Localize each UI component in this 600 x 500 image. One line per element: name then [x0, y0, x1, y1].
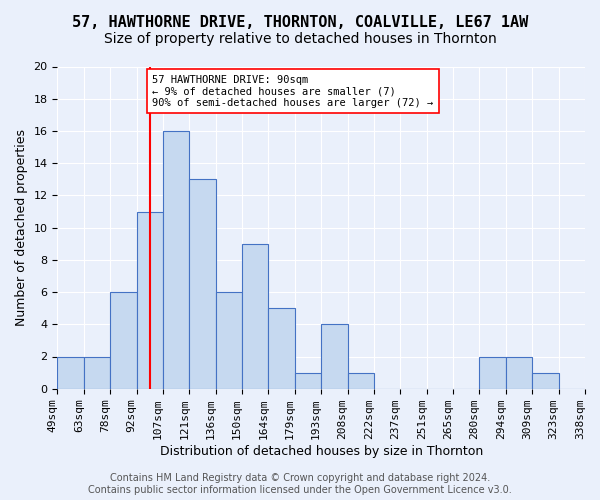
Bar — [506, 356, 532, 388]
Text: 57, HAWTHORNE DRIVE, THORNTON, COALVILLE, LE67 1AW: 57, HAWTHORNE DRIVE, THORNTON, COALVILLE… — [72, 15, 528, 30]
Bar — [242, 244, 268, 388]
Text: Contains HM Land Registry data © Crown copyright and database right 2024.
Contai: Contains HM Land Registry data © Crown c… — [88, 474, 512, 495]
Text: Size of property relative to detached houses in Thornton: Size of property relative to detached ho… — [104, 32, 496, 46]
Text: 57 HAWTHORNE DRIVE: 90sqm
← 9% of detached houses are smaller (7)
90% of semi-de: 57 HAWTHORNE DRIVE: 90sqm ← 9% of detach… — [152, 74, 434, 108]
Bar — [190, 180, 215, 388]
Bar — [110, 292, 137, 388]
Bar — [479, 356, 506, 388]
Bar — [58, 356, 84, 388]
Bar — [215, 292, 242, 388]
Bar — [268, 308, 295, 388]
Bar — [321, 324, 347, 388]
Bar — [347, 372, 374, 388]
Bar — [137, 212, 163, 388]
Bar — [295, 372, 321, 388]
Bar — [532, 372, 559, 388]
Bar — [84, 356, 110, 388]
Y-axis label: Number of detached properties: Number of detached properties — [15, 129, 28, 326]
Bar — [163, 131, 190, 388]
X-axis label: Distribution of detached houses by size in Thornton: Distribution of detached houses by size … — [160, 444, 483, 458]
